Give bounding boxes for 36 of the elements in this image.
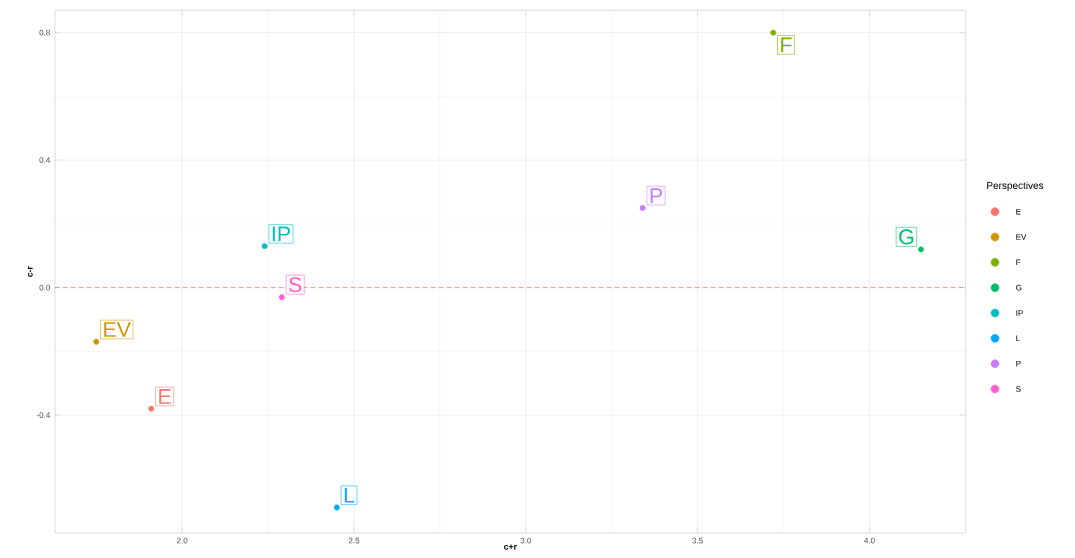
point <box>333 504 340 511</box>
legend-label: P <box>1016 360 1021 367</box>
x-tick-label: 2.5 <box>348 537 360 544</box>
legend-label: L <box>1016 335 1020 342</box>
point <box>639 204 646 211</box>
legend-label: E <box>1016 208 1021 215</box>
text: EV <box>104 322 131 337</box>
text: E <box>159 389 171 404</box>
legend-label: IP <box>1016 310 1023 316</box>
y-tick-label: 0.0 <box>39 284 50 291</box>
text: F <box>781 37 792 53</box>
text: P <box>650 188 663 203</box>
x-tick-label: 3.5 <box>692 537 703 544</box>
legend-label: G <box>1016 284 1022 291</box>
y-tick-label: 0.8 <box>39 29 50 36</box>
text: L <box>344 487 355 503</box>
text: IP <box>272 226 290 242</box>
text: G <box>899 229 914 245</box>
x-axis-title: c+r <box>504 544 517 550</box>
x-tick-label: 4.0 <box>864 537 875 544</box>
legend-label: EV <box>1016 234 1027 240</box>
point <box>278 294 285 301</box>
point <box>770 29 777 36</box>
text: S <box>289 277 302 293</box>
y-tick-label: -0.4 <box>36 412 51 418</box>
y-tick-label: 0.4 <box>39 157 51 163</box>
legend-label: S <box>1016 386 1021 392</box>
legend-title: Perspectives <box>987 181 1044 191</box>
point <box>918 246 924 253</box>
point <box>148 405 155 412</box>
x-tick-label: 2.0 <box>176 537 188 544</box>
x-tick-label: 3.0 <box>520 537 532 544</box>
point <box>93 338 100 345</box>
point <box>261 243 268 250</box>
legend-label: F <box>1016 259 1021 266</box>
y-axis-title: c-r <box>27 266 33 277</box>
